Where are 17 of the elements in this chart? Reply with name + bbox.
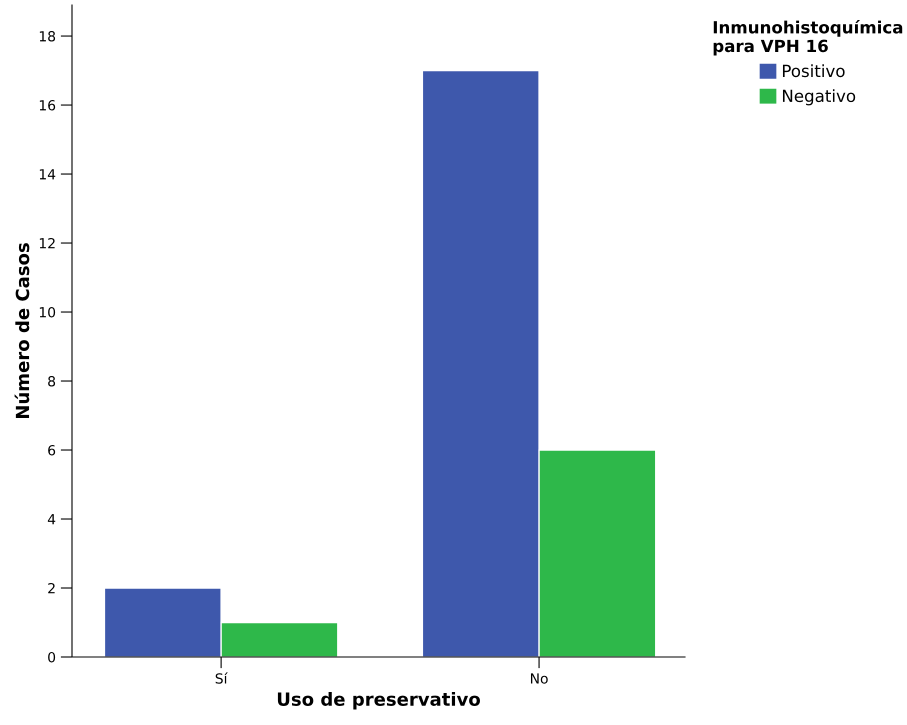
- y-tick-label: 10: [40, 306, 56, 318]
- y-tick-label: 0: [48, 652, 56, 662]
- y-tick-label: 16: [40, 100, 56, 111]
- y-tick-label: 4: [48, 514, 56, 524]
- y-tick-label: 2: [48, 582, 55, 594]
- y-tick-label: 12: [40, 238, 55, 248]
- y-tick-label: 18: [40, 31, 56, 42]
- x-tick-label: Sí: [216, 672, 228, 684]
- x-tick-label: No: [530, 673, 548, 684]
- y-tick-label: 14: [40, 169, 56, 180]
- legend-label: Negativo: [782, 89, 856, 106]
- legend-title: Inmunohistoquímica para VPH 16: [714, 20, 902, 56]
- y-tick-label: 6: [48, 444, 56, 456]
- y-tick-label: 8: [48, 376, 56, 386]
- legend-label: Positivo: [782, 64, 845, 78]
- x-axis-title: Uso de preservativo: [278, 692, 480, 710]
- y-axis-title: Número de Casos: [14, 243, 30, 418]
